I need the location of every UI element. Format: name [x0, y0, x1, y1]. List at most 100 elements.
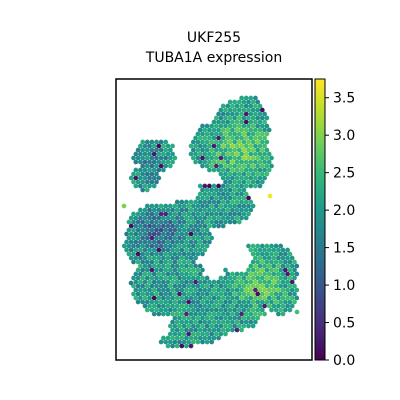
spot: [163, 267, 169, 273]
spot: [294, 287, 300, 293]
spot: [188, 231, 194, 237]
spot: [230, 191, 235, 197]
spot: [197, 319, 203, 325]
spot: [184, 335, 189, 341]
spot: [138, 159, 143, 165]
spot: [181, 227, 187, 233]
spot: [161, 335, 166, 341]
spot: [243, 103, 249, 109]
spot: [181, 259, 187, 265]
spot: [253, 319, 258, 325]
spot: [156, 311, 162, 317]
spot: [177, 259, 182, 265]
spot: [179, 207, 185, 213]
spot: [213, 323, 219, 329]
spot: [209, 147, 215, 153]
spot: [211, 287, 217, 293]
spot: [204, 123, 210, 129]
spot: [190, 307, 196, 313]
spot: [190, 211, 196, 217]
spot: [236, 115, 242, 121]
spot: [209, 139, 215, 145]
spot: [218, 331, 224, 337]
spot: [207, 191, 212, 197]
spot: [188, 207, 194, 213]
spot: [230, 311, 235, 317]
spot: [177, 299, 182, 305]
spot: [220, 111, 226, 117]
spot: [264, 283, 270, 289]
plot-frame: [115, 78, 313, 361]
spot: [239, 271, 244, 277]
spot: [213, 203, 219, 209]
spot: [239, 183, 244, 189]
spot: [216, 279, 221, 285]
spot: [248, 167, 254, 173]
spot: [246, 179, 251, 185]
spot: [211, 303, 217, 309]
spot: [135, 219, 141, 225]
spot: [213, 331, 219, 337]
spot: [255, 275, 261, 281]
spot: [216, 295, 221, 301]
spot: [138, 143, 143, 149]
spot: [161, 239, 166, 245]
spot: [147, 263, 152, 269]
spot: [158, 139, 164, 145]
spot: [149, 171, 155, 177]
spot: [200, 235, 205, 241]
spot: [144, 291, 150, 297]
spot: [292, 299, 297, 305]
spot: [177, 243, 182, 249]
spot: [273, 243, 279, 249]
spot: [135, 155, 141, 161]
spot: [273, 259, 279, 265]
spot: [154, 243, 159, 249]
spot: [156, 175, 162, 181]
spot: [216, 143, 221, 149]
spot: [227, 147, 233, 153]
spot: [154, 283, 159, 289]
spot: [163, 147, 169, 153]
spot: [273, 275, 279, 281]
spot: [220, 207, 226, 213]
spot: [216, 167, 221, 173]
spot: [200, 331, 205, 337]
spot: [174, 263, 180, 269]
spot: [193, 279, 198, 285]
spot: [151, 151, 157, 157]
spot: [140, 179, 146, 185]
spot: [156, 295, 162, 301]
spot: [216, 127, 221, 133]
spot: [216, 287, 221, 293]
spot: [204, 219, 210, 225]
spot: [255, 307, 261, 313]
spot: [179, 311, 185, 317]
spot: [271, 255, 277, 261]
spot: [280, 263, 286, 269]
spot: [220, 191, 226, 197]
spot: [172, 323, 178, 329]
spot: [225, 175, 231, 181]
spot: [271, 279, 277, 285]
spot: [253, 111, 258, 117]
spot: [211, 223, 217, 229]
spot: [140, 219, 146, 225]
spot: [248, 95, 254, 101]
spot: [184, 279, 189, 285]
spot: [250, 155, 256, 161]
spot: [243, 279, 249, 285]
spot: [223, 323, 228, 329]
spot: [181, 267, 187, 273]
spot: [165, 159, 171, 165]
spot: [230, 327, 235, 333]
spot: [209, 323, 215, 329]
spot: [154, 219, 159, 225]
spot: [193, 303, 198, 309]
spot: [266, 151, 272, 157]
spot: [138, 183, 143, 189]
spot: [128, 247, 134, 253]
spot: [131, 155, 136, 161]
spot: [232, 179, 238, 185]
spot: [172, 243, 178, 249]
